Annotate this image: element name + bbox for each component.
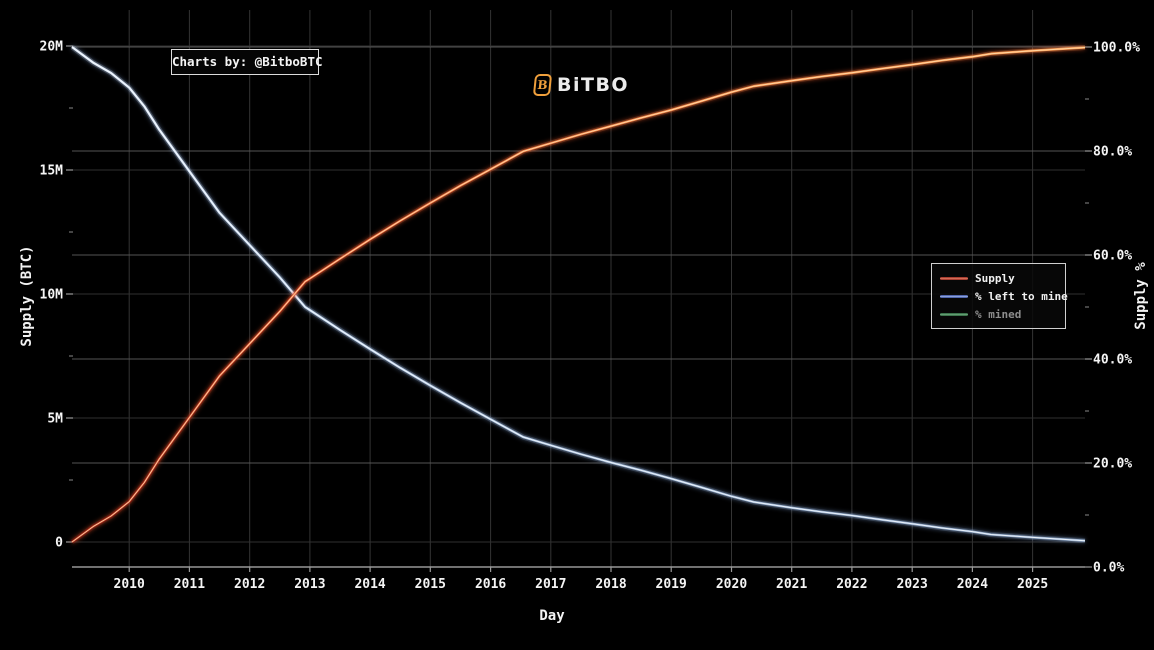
x-tick-label: 2020 bbox=[716, 577, 747, 592]
y-tick-label-left: 0 bbox=[55, 536, 63, 551]
supply-line bbox=[70, 45, 1086, 545]
x-tick-label: 2019 bbox=[656, 577, 687, 592]
legend-swatch bbox=[940, 312, 968, 316]
y-tick-label-left: 15M bbox=[40, 164, 64, 179]
left-tick-labels: 0 5M 10M 15M 20M bbox=[40, 40, 64, 551]
legend-box: Supply % left to mine % mined bbox=[931, 263, 1068, 329]
x-tick-label: 2025 bbox=[1017, 577, 1048, 592]
x-tick-label: 2016 bbox=[475, 577, 506, 592]
legend-swatch bbox=[940, 294, 968, 298]
x-tick-label: 2014 bbox=[354, 577, 385, 592]
legend-label: % left to mine bbox=[975, 289, 1068, 303]
y-tick-label-right: 100.0% bbox=[1093, 41, 1140, 56]
y-tick-label-left: 20M bbox=[40, 40, 64, 55]
x-tick-label: 2010 bbox=[114, 577, 145, 592]
right-tick-labels: 0.0% 20.0% 40.0% 60.0% 80.0% 100.0% bbox=[1093, 41, 1140, 576]
right-axis-title: Supply % bbox=[1133, 262, 1149, 330]
legend-swatch bbox=[940, 276, 968, 280]
y-tick-label-right: 80.0% bbox=[1093, 145, 1132, 160]
x-tick-label: 2012 bbox=[234, 577, 265, 592]
x-tick-label: 2013 bbox=[294, 577, 325, 592]
y-tick-label-left: 5M bbox=[47, 412, 63, 427]
y-tick-label-right: 20.0% bbox=[1093, 457, 1132, 472]
x-tick-label: 2015 bbox=[415, 577, 446, 592]
x-tick-labels: 2010 2011 2012 2013 2014 2015 2016 2017 2018 2019… bbox=[114, 577, 1049, 592]
x-tick-label: 2011 bbox=[174, 577, 205, 592]
y-tick-label-right: 60.0% bbox=[1093, 249, 1132, 264]
axis-ticks bbox=[66, 45, 1092, 572]
legend-item-supply[interactable]: Supply bbox=[940, 270, 1057, 286]
btc-coin-icon: B bbox=[532, 74, 553, 96]
x-tick-label: 2017 bbox=[535, 577, 566, 592]
logo-text: BiTBO bbox=[557, 74, 630, 96]
legend-item-mined[interactable]: % mined bbox=[940, 306, 1057, 322]
pct-left-to-mine-line bbox=[70, 44, 1086, 544]
y-tick-label-left: 10M bbox=[40, 288, 64, 303]
y-tick-label-right: 40.0% bbox=[1093, 353, 1132, 368]
legend-label: % mined bbox=[975, 307, 1022, 321]
x-tick-label: 2024 bbox=[957, 577, 988, 592]
x-tick-label: 2022 bbox=[836, 577, 867, 592]
bitbo-logo: B BiTBO bbox=[532, 72, 630, 98]
legend-label: Supply bbox=[975, 271, 1015, 285]
legend-item-left-to-mine[interactable]: % left to mine bbox=[940, 288, 1068, 304]
left-axis-title: Supply (BTC) bbox=[19, 245, 35, 347]
x-tick-label: 2023 bbox=[897, 577, 928, 592]
x-tick-label: 2021 bbox=[776, 577, 807, 592]
x-axis-title: Day bbox=[539, 608, 565, 624]
x-tick-label: 2018 bbox=[595, 577, 626, 592]
y-tick-label-right: 0.0% bbox=[1093, 561, 1124, 576]
charts-by-badge: Charts by: @BitboBTC bbox=[171, 49, 323, 75]
